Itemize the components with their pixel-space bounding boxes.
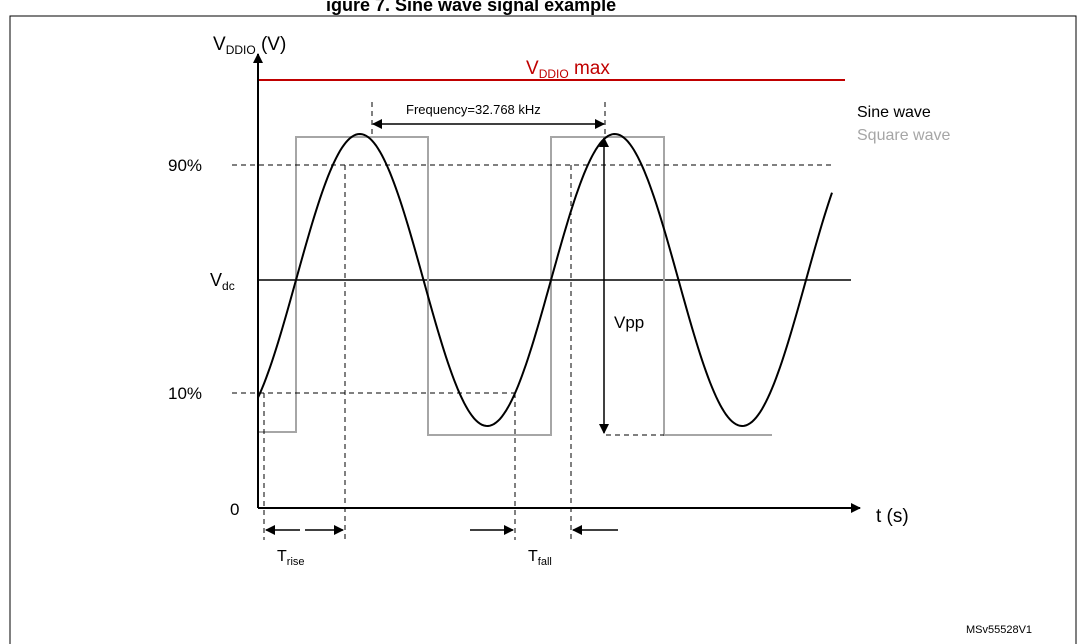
sine-wave (257, 132, 833, 428)
x-axis-label: t (s) (876, 506, 909, 527)
level-10-label: 10% (168, 384, 202, 403)
figure-frame (9, 15, 1077, 644)
vpp-label: Vpp (614, 313, 644, 332)
vddio-max-label: VDDIO max (526, 58, 610, 81)
vdc-label: Vdc (210, 270, 235, 293)
level-90-label: 90% (168, 156, 202, 175)
frequency-label: Frequency=32.768 kHz (406, 102, 541, 117)
dashed-guides (232, 102, 832, 540)
trise-label: Trise (277, 548, 305, 568)
zero-label: 0 (230, 500, 239, 519)
legend-sine: Sine wave (857, 104, 931, 121)
figure-id: MSv55528V1 (966, 624, 1032, 636)
tfall-label: Tfall (528, 548, 552, 568)
figure-caption: igure 7. Sine wave signal example (326, 0, 616, 15)
square-wave (258, 136, 772, 436)
legend-square: Square wave (857, 127, 950, 144)
y-axis-label: VDDIO (V) (213, 34, 286, 57)
